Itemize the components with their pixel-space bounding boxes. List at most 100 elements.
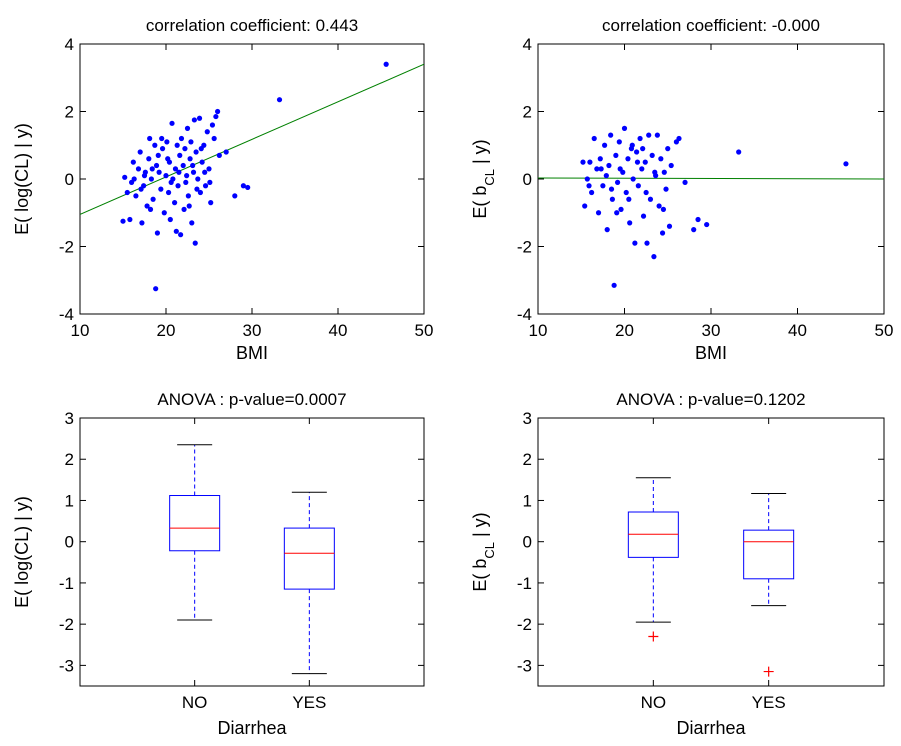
chart-title: ANOVA : p-value=0.0007	[157, 390, 346, 409]
data-point	[215, 108, 221, 115]
data-point	[149, 166, 155, 172]
data-point	[163, 173, 169, 179]
fit-line	[80, 63, 424, 215]
data-point	[202, 183, 209, 189]
data-point	[198, 146, 204, 152]
data-point	[613, 152, 619, 158]
data-point	[656, 203, 662, 209]
y-tick-label: -2	[59, 238, 74, 257]
data-point	[651, 254, 657, 260]
data-point	[138, 186, 144, 192]
data-point	[209, 122, 216, 128]
data-point	[152, 142, 158, 148]
data-point	[178, 232, 184, 238]
data-point	[120, 218, 126, 224]
data-point	[618, 206, 624, 212]
data-point	[150, 196, 156, 202]
y-tick-label: 0	[523, 170, 532, 189]
data-point	[602, 142, 608, 148]
x-axis-label: Diarrhea	[676, 718, 746, 738]
data-point	[695, 216, 701, 223]
data-point	[704, 221, 710, 228]
data-point	[124, 189, 130, 196]
data-point	[604, 227, 610, 233]
data-point	[232, 193, 238, 199]
data-point	[608, 132, 614, 138]
data-point	[178, 135, 185, 142]
data-point	[580, 159, 586, 165]
data-point	[184, 125, 191, 131]
y-axis-label-main: E( b	[470, 186, 490, 219]
chart-title: correlation coefficient: 0.443	[146, 16, 358, 35]
data-point	[617, 166, 623, 172]
chart-panel-1: correlation coefficient: 0.443 -4 -2 0 2 4 10 2…	[12, 16, 433, 363]
box-yes	[743, 492, 795, 677]
data-point	[188, 139, 194, 145]
plot-frame	[537, 417, 885, 687]
data-point	[216, 152, 222, 158]
data-point	[643, 189, 649, 196]
chart-panel-3: ANOVA : p-value=0.0007 -3 -2 -1 0 1 2 3 NO YES Dia…	[12, 390, 425, 738]
data-point	[197, 189, 203, 196]
data-point	[190, 162, 196, 169]
data-point	[587, 159, 593, 165]
data-point	[586, 183, 592, 189]
data-point	[663, 186, 669, 192]
data-point	[169, 120, 175, 126]
interquartile-box	[743, 529, 795, 580]
data-point	[155, 152, 161, 158]
data-point	[245, 184, 251, 191]
data-point	[682, 179, 688, 185]
data-point	[196, 115, 203, 121]
y-axis-label-tail: | y)	[470, 512, 490, 542]
y-tick-label: 2	[65, 450, 74, 469]
data-point	[584, 176, 590, 182]
data-point	[187, 156, 193, 162]
data-point	[186, 203, 192, 209]
data-point	[608, 186, 615, 192]
box-yes	[283, 491, 335, 675]
data-point	[176, 169, 182, 175]
data-layer	[80, 61, 424, 292]
y-axis-label-tail: | y)	[470, 139, 490, 169]
data-point	[658, 156, 664, 162]
y-axis-label-main: E( b	[470, 559, 490, 592]
data-point	[165, 189, 172, 196]
data-point	[192, 240, 198, 246]
x-tick-label: 40	[788, 321, 807, 340]
data-point	[206, 166, 212, 172]
data-point	[168, 179, 174, 185]
data-point	[154, 230, 160, 236]
x-axis-label: BMI	[236, 343, 268, 363]
outlier-marker	[763, 666, 774, 677]
y-tick-label: -2	[517, 615, 532, 634]
y-tick-label: 4	[65, 35, 74, 54]
x-category-label: NO	[182, 693, 208, 712]
data-point	[185, 193, 191, 199]
data-point	[144, 203, 150, 209]
data-point	[640, 213, 647, 219]
y-tick-label: 1	[65, 491, 74, 510]
data-point	[131, 176, 137, 182]
data-point	[137, 149, 143, 155]
data-point	[223, 149, 229, 155]
data-point	[383, 61, 389, 67]
data-point	[635, 183, 641, 189]
data-point	[591, 135, 597, 142]
data-point	[174, 142, 180, 148]
data-point	[630, 176, 636, 182]
data-layer	[169, 444, 335, 675]
data-point	[665, 146, 671, 152]
data-point	[190, 169, 197, 175]
data-point	[589, 189, 595, 196]
data-point	[627, 220, 633, 226]
data-point	[660, 206, 667, 212]
x-tick-label: 20	[615, 321, 634, 340]
data-point	[666, 223, 673, 229]
data-point	[193, 149, 199, 155]
data-point	[211, 135, 217, 142]
y-tick-label: -1	[517, 574, 532, 593]
data-point	[611, 282, 617, 288]
data-point	[141, 173, 148, 179]
